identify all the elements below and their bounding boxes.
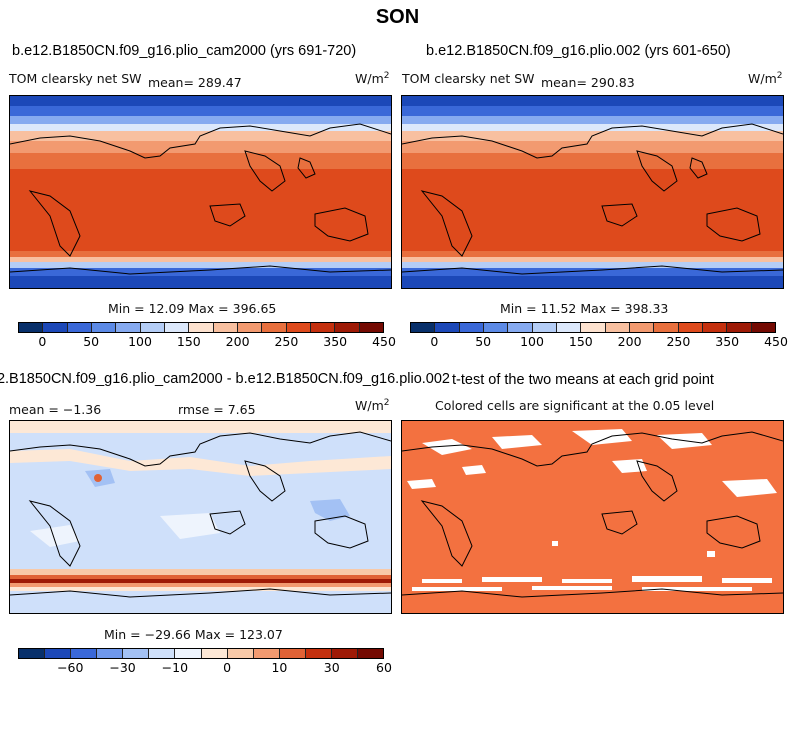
colorbar-tick-label: −30 [109,660,136,675]
panel3-map [9,420,392,614]
panel1-mean: mean= 289.47 [148,75,242,90]
panel2-stats: Min = 11.52 Max = 398.33 [500,301,669,316]
colorbar-swatch [335,323,360,332]
colorbar-swatch [508,323,533,332]
panel1-colorbar [18,322,384,333]
colorbar-swatch [678,323,703,332]
panel3-colorbar [18,648,384,659]
panel1-title: b.e12.B1850CN.f09_g16.plio_cam2000 (yrs … [12,43,357,59]
colorbar-swatch [116,323,141,332]
colorbar-swatch [149,649,176,658]
panel2-title: b.e12.B1850CN.f09_g16.plio.002 (yrs 601-… [426,43,731,59]
colorbar-swatch [727,323,752,332]
panel4-title: t-test of the two means at each grid poi… [452,372,714,388]
colorbar-swatch [227,649,254,658]
colorbar-swatch [556,323,582,332]
panel1-map [9,95,392,289]
colorbar-tick-label: 50 [475,334,492,349]
colorbar-swatch [45,649,72,658]
panel2-units: W/m2 [748,71,783,87]
colorbar-swatch [411,323,436,332]
colorbar-swatch [751,323,775,332]
colorbar-swatch [483,323,509,332]
panel2-variable: TOM clearsky net SW [402,71,535,86]
colorbar-swatch [43,323,68,332]
panel3-stats: Min = −29.66 Max = 123.07 [104,627,283,642]
colorbar-swatch [123,649,150,658]
colorbar-swatch [213,323,238,332]
figure-title: SON [375,6,420,28]
colorbar-swatch [164,323,190,332]
colorbar-tick-label: 100 [520,334,544,349]
colorbar-tick-label: 150 [176,334,201,349]
colorbar-tick-label: 30 [323,660,340,675]
colorbar-swatch [91,323,117,332]
panel3-title: b.e12.B1850CN.f09_g16.plio_cam2000 - b.e… [0,371,450,387]
panel1-variable: TOM clearsky net SW [9,71,142,86]
panel2-map [401,95,784,289]
panel2-colorbar-ticks: 0 50 100 150 200 250 350 450 [410,334,788,350]
colorbar-swatch [629,323,655,332]
panel1-units: W/m2 [355,71,390,87]
panel2-colorbar [410,322,776,333]
colorbar-tick-label: 0 [38,334,47,349]
colorbar-swatch [286,323,311,332]
colorbar-tick-label: 350 [715,334,740,349]
colorbar-swatch [702,323,728,332]
colorbar-swatch [97,649,124,658]
colorbar-swatch [71,649,98,658]
colorbar-swatch [175,649,202,658]
colorbar-tick-label: 50 [83,334,100,349]
colorbar-swatch [435,323,460,332]
colorbar-tick-label: 450 [764,334,788,349]
colorbar-swatch [201,649,228,658]
colorbar-swatch [459,323,484,332]
colorbar-swatch [19,649,46,658]
colorbar-tick-label: 0 [223,660,232,675]
colorbar-tick-label: 0 [430,334,439,349]
colorbar-swatch [581,323,606,332]
colorbar-tick-label: 100 [128,334,152,349]
colorbar-swatch [19,323,44,332]
panel3-rmse: rmse = 7.65 [178,402,256,417]
panel4-subtitle: Colored cells are significant at the 0.0… [435,398,715,413]
panel3-mean: mean = −1.36 [9,402,102,417]
colorbar-tick-label: −10 [161,660,189,675]
panel4-map [401,420,784,614]
panel3-colorbar-ticks: −60 −30 −10 0 10 30 60 [18,660,392,676]
panel3-title-clip: b.e12.B1850CN.f09_g16.plio_cam2000 - b.e… [0,370,450,390]
colorbar-swatch [189,323,214,332]
colorbar-tick-label: 200 [225,334,250,349]
colorbar-swatch [140,323,165,332]
colorbar-tick-label: −60 [57,660,84,675]
colorbar-tick-label: 450 [372,334,396,349]
colorbar-tick-label: 60 [376,660,392,675]
colorbar-swatch [605,323,630,332]
colorbar-tick-label: 10 [271,660,288,675]
colorbar-swatch [358,649,384,658]
panel1-colorbar-ticks: 0 50 100 150 200 250 350 450 [18,334,396,350]
colorbar-swatch [279,649,306,658]
colorbar-swatch [310,323,336,332]
colorbar-swatch [253,649,280,658]
colorbar-tick-label: 150 [568,334,593,349]
panel1-stats: Min = 12.09 Max = 396.65 [108,301,277,316]
colorbar-tick-label: 250 [666,334,691,349]
colorbar-swatch [654,323,679,332]
colorbar-swatch [532,323,557,332]
colorbar-swatch [331,649,359,658]
colorbar-swatch [237,323,263,332]
colorbar-tick-label: 250 [274,334,299,349]
panel2-mean: mean= 290.83 [541,75,635,90]
colorbar-swatch [359,323,383,332]
colorbar-swatch [305,649,332,658]
panel3-units: W/m2 [355,398,390,414]
colorbar-tick-label: 200 [617,334,642,349]
colorbar-tick-label: 350 [323,334,348,349]
colorbar-swatch [262,323,287,332]
colorbar-swatch [67,323,92,332]
